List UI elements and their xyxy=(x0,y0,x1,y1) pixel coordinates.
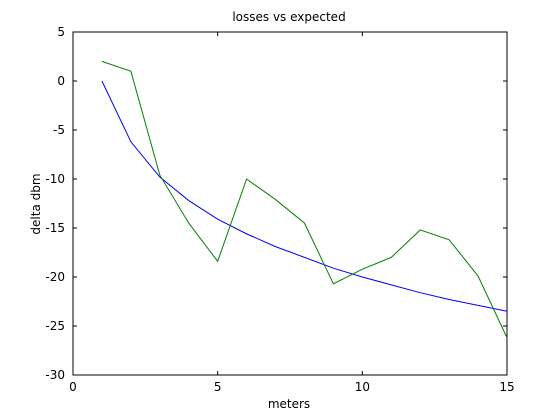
y-tick-label: -15 xyxy=(45,221,65,235)
expected-series-line xyxy=(101,80,508,312)
y-axis-title: delta dbm xyxy=(29,173,43,234)
y-tick-label: -25 xyxy=(45,319,65,333)
y-tick-label: -5 xyxy=(53,123,65,137)
x-tick-label: 10 xyxy=(355,380,370,394)
x-tick-label: 0 xyxy=(69,380,77,394)
x-axis-title: meters xyxy=(268,397,310,411)
x-tick-label: 15 xyxy=(499,380,514,394)
y-tick-label: -10 xyxy=(45,172,65,186)
x-axis-ticks: 0 5 10 15 xyxy=(69,32,515,394)
y-tick-label: -30 xyxy=(45,368,65,382)
y-tick-label: -20 xyxy=(45,270,65,284)
y-tick-label: 0 xyxy=(57,74,65,88)
series-layer xyxy=(101,60,508,338)
y-axis-ticks: 5 0 -5 -10 -15 -20 -25 -30 xyxy=(45,25,507,382)
chart-title: losses vs expected xyxy=(232,10,345,24)
x-tick-label: 5 xyxy=(214,380,222,394)
losses-series-line xyxy=(101,60,508,338)
y-tick-label: 5 xyxy=(57,25,65,39)
plot-area xyxy=(72,31,508,376)
